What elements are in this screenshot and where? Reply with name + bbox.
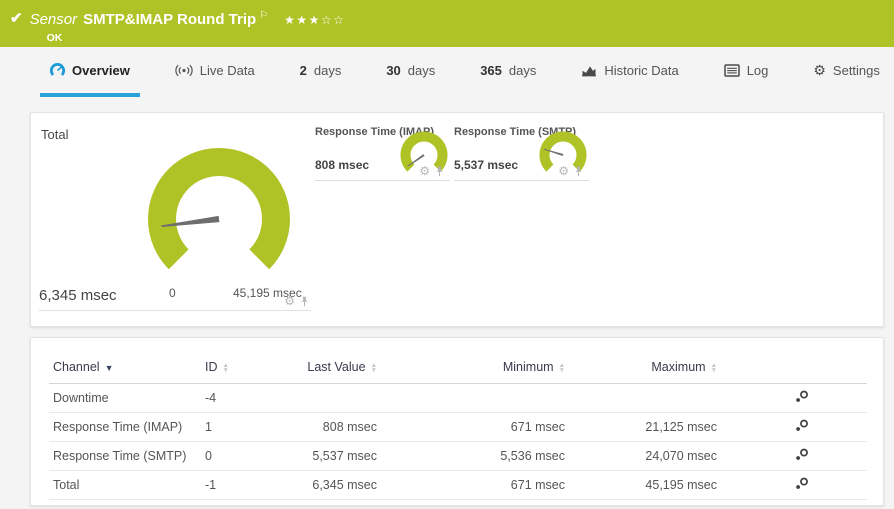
log-list-icon: [723, 63, 740, 77]
gauge-icon: [50, 62, 65, 76]
channel-maximum: 45,195 msec: [569, 470, 721, 500]
channel-name[interactable]: Total: [49, 470, 201, 500]
channel-settings-icon[interactable]: [795, 448, 809, 464]
channel-settings-icon[interactable]: [795, 419, 809, 435]
channel-maximum: 24,070 msec: [569, 441, 721, 471]
gauge-needle: [407, 154, 425, 167]
column-header-channel[interactable]: Channel ▼: [49, 354, 201, 384]
channel-last-value: [291, 383, 381, 413]
table-row-response-time-imap: Response Time (IMAP) 1 808 msec 671 msec…: [49, 412, 867, 442]
sort-icon[interactable]: ▲ ▼: [710, 361, 717, 374]
column-header-id[interactable]: ID ▲ ▼: [201, 354, 291, 384]
gauge-title: Response Time (SMTP): [454, 126, 577, 138]
tab-bar: Overview Live Data 2 days 30 days 365 da…: [0, 47, 894, 97]
gauge-max-label: 45,195 msec: [233, 286, 302, 300]
gauge-total: Total 0 45,195 msec 6,345 msec ⚙: [39, 121, 311, 311]
sort-icon[interactable]: ▲ ▼: [222, 361, 229, 374]
column-header-minimum[interactable]: Minimum ▲ ▼: [381, 354, 569, 384]
channel-name[interactable]: Response Time (SMTP): [49, 441, 201, 471]
channels-table-panel: Channel ▼ ID ▲ ▼ Last Value ▲ ▼ Minimum ▲ ▼ Max…: [30, 337, 884, 506]
tab-historic-data[interactable]: Historic Data: [571, 47, 688, 97]
area-chart-icon: [582, 66, 597, 77]
overview-gauges-panel: Total 0 45,195 msec 6,345 msec ⚙ Respons…: [30, 112, 884, 327]
channel-last-value: 5,537 msec: [291, 441, 381, 471]
channel-id: -4: [201, 383, 291, 413]
column-header-maximum[interactable]: Maximum ▲ ▼: [569, 354, 721, 384]
channel-last-value: 808 msec: [291, 412, 381, 442]
channel-name[interactable]: Response Time (IMAP): [49, 412, 201, 442]
gauge-response-time-imap: Response Time (IMAP) 808 msec ⚙: [315, 121, 450, 181]
table-row-response-time-smtp: Response Time (SMTP) 0 5,537 msec 5,536 …: [49, 441, 867, 471]
tab-30-days[interactable]: 30 days: [386, 62, 436, 78]
channel-name[interactable]: Downtime: [49, 383, 201, 413]
channel-minimum: 671 msec: [381, 470, 569, 500]
gauge-settings-gear-icon[interactable]: ⚙: [419, 164, 430, 178]
channel-maximum: [569, 383, 721, 413]
sensor-title: SMTP&IMAP Round Trip: [83, 11, 257, 28]
sort-icon[interactable]: ▲ ▼: [558, 361, 565, 374]
gauge-settings-gear-icon[interactable]: ⚙: [558, 164, 569, 178]
pin-icon[interactable]: [574, 166, 583, 177]
status-ok-check-icon: ✔: [10, 10, 23, 27]
gauge-title: Response Time (IMAP): [315, 126, 434, 138]
sensor-header-text: Sensor SMTP&IMAP Round Trip ⚐ ★★★☆☆ OK: [30, 7, 346, 44]
channel-minimum: 671 msec: [381, 412, 569, 442]
gauge-dial: [400, 131, 448, 172]
column-header-last-value[interactable]: Last Value ▲ ▼: [291, 354, 381, 384]
tab-2-days[interactable]: 2 days: [299, 62, 342, 78]
channel-minimum: 5,536 msec: [381, 441, 569, 471]
pin-icon[interactable]: [435, 166, 444, 177]
gauge-title: Total: [41, 127, 69, 142]
gear-icon: ⚙: [813, 62, 826, 78]
flag-icon[interactable]: ⚐: [259, 10, 269, 21]
tab-365-days[interactable]: 365 days: [480, 62, 537, 78]
channel-last-value: 6,345 msec: [291, 470, 381, 500]
gauge-value: 808 msec: [315, 158, 370, 172]
tab-live-data[interactable]: Live Data: [165, 47, 265, 97]
channel-maximum: 21,125 msec: [569, 412, 721, 442]
channels-table: Channel ▼ ID ▲ ▼ Last Value ▲ ▼ Minimum ▲ ▼ Max…: [49, 354, 867, 500]
sort-desc-icon[interactable]: ▼: [104, 363, 114, 373]
priority-stars[interactable]: ★★★☆☆: [284, 13, 346, 27]
gauge-min-label: 0: [169, 286, 176, 300]
gauge-response-time-smtp: Response Time (SMTP) 5,537 msec ⚙: [454, 121, 589, 181]
channel-id: -1: [201, 470, 291, 500]
gauge-value: 5,537 msec: [454, 158, 519, 172]
gauge-needle: [161, 215, 220, 227]
gauge-needle: [543, 148, 564, 157]
column-header-actions: [721, 354, 867, 384]
channel-settings-icon[interactable]: [795, 390, 809, 406]
tab-log[interactable]: Log: [714, 47, 779, 97]
live-signal-icon: [175, 64, 193, 76]
table-row-total: Total -1 6,345 msec 671 msec 45,195 msec: [49, 470, 867, 500]
sensor-status-badge: OK: [46, 32, 63, 44]
pin-icon[interactable]: [300, 296, 309, 307]
channel-minimum: [381, 383, 569, 413]
sensor-header: ✔ Sensor SMTP&IMAP Round Trip ⚐ ★★★☆☆ OK: [0, 0, 894, 47]
tab-overview[interactable]: Overview: [40, 47, 140, 97]
sort-icon[interactable]: ▲ ▼: [370, 361, 377, 374]
gauge-settings-gear-icon[interactable]: ⚙: [284, 294, 295, 308]
table-row-downtime: Downtime -4: [49, 383, 867, 413]
channel-id: 1: [201, 412, 291, 442]
tab-settings[interactable]: ⚙ Settings: [813, 62, 880, 78]
channel-settings-icon[interactable]: [795, 477, 809, 493]
object-kind-label: Sensor: [29, 11, 78, 28]
gauge-dial: [539, 131, 587, 172]
gauge-dial: [148, 148, 290, 270]
table-header-row: Channel ▼ ID ▲ ▼ Last Value ▲ ▼ Minimum ▲ ▼ Max…: [49, 354, 867, 384]
gauge-value: 6,345 msec: [39, 287, 117, 304]
channel-id: 0: [201, 441, 291, 471]
